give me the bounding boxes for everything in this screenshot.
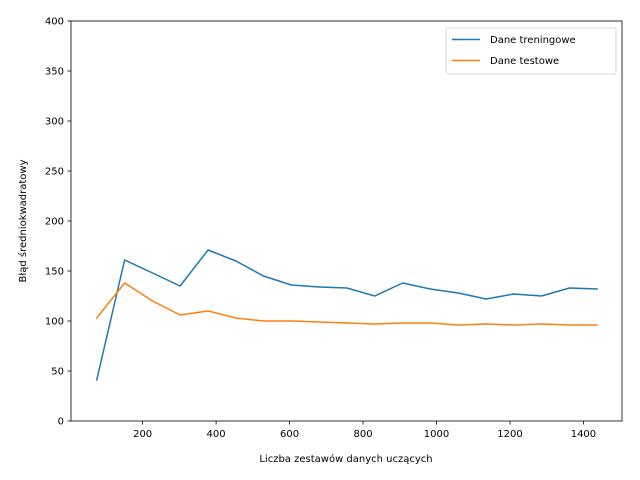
legend: Dane treningowe Dane testowe: [445, 27, 617, 75]
x-axis-title: Liczba zestawów danych uczących: [259, 453, 432, 465]
x-tick-label: 1400: [571, 429, 596, 440]
y-tick-label: 150: [45, 267, 64, 278]
x-tick-label: 1200: [497, 429, 522, 440]
y-tick-label: 350: [45, 67, 64, 78]
y-tick-label: 50: [51, 367, 64, 378]
legend-label-training: Dane treningowe: [490, 35, 576, 46]
y-tick-label: 400: [45, 17, 64, 28]
series-lines: [95, 249, 598, 381]
x-tick-label: 1000: [424, 429, 449, 440]
series-line-1: [95, 282, 598, 326]
y-tick-label: 100: [45, 317, 64, 328]
y-axis-ticks: 0 50 100 150 200 250 300 350 400: [45, 17, 71, 428]
x-tick-label: 800: [353, 429, 372, 440]
y-tick-label: 200: [45, 217, 64, 228]
x-tick-label: 600: [280, 429, 299, 440]
y-tick-label: 0: [58, 417, 64, 428]
x-axis-ticks: 200 400 600 800 1000 1200 1400: [133, 421, 596, 440]
series-line-0: [95, 249, 598, 381]
y-tick-label: 300: [45, 117, 64, 128]
x-tick-label: 200: [133, 429, 152, 440]
legend-label-test: Dane testowe: [490, 56, 559, 67]
x-tick-label: 400: [207, 429, 226, 440]
y-tick-label: 250: [45, 167, 64, 178]
legend-box: [445, 27, 617, 75]
y-axis-title: Błąd średniokwadratowy: [17, 159, 29, 282]
